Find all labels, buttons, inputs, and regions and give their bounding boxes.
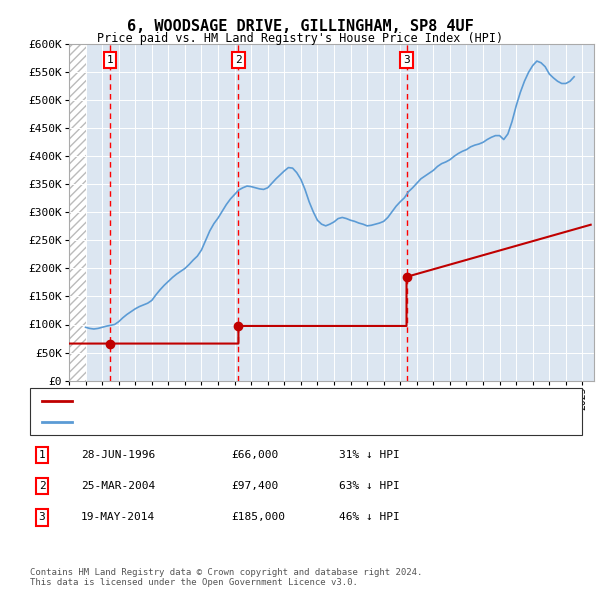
Text: 3: 3 bbox=[403, 55, 410, 65]
Text: 6, WOODSAGE DRIVE, GILLINGHAM, SP8 4UF (detached house): 6, WOODSAGE DRIVE, GILLINGHAM, SP8 4UF (… bbox=[78, 396, 449, 407]
Text: 1: 1 bbox=[107, 55, 113, 65]
Text: Contains HM Land Registry data © Crown copyright and database right 2024.: Contains HM Land Registry data © Crown c… bbox=[30, 568, 422, 577]
Text: 6, WOODSAGE DRIVE, GILLINGHAM, SP8 4UF: 6, WOODSAGE DRIVE, GILLINGHAM, SP8 4UF bbox=[127, 19, 473, 34]
Text: This data is licensed under the Open Government Licence v3.0.: This data is licensed under the Open Gov… bbox=[30, 578, 358, 587]
Text: 31% ↓ HPI: 31% ↓ HPI bbox=[339, 450, 400, 460]
Text: 1: 1 bbox=[38, 450, 46, 460]
Text: 2: 2 bbox=[38, 481, 46, 491]
Text: 25-MAR-2004: 25-MAR-2004 bbox=[81, 481, 155, 491]
Text: £66,000: £66,000 bbox=[231, 450, 278, 460]
Text: 19-MAY-2014: 19-MAY-2014 bbox=[81, 513, 155, 522]
Text: 28-JUN-1996: 28-JUN-1996 bbox=[81, 450, 155, 460]
Text: 2: 2 bbox=[235, 55, 242, 65]
Text: £97,400: £97,400 bbox=[231, 481, 278, 491]
Text: HPI: Average price, detached house, Dorset: HPI: Average price, detached house, Dors… bbox=[78, 417, 361, 427]
Text: 63% ↓ HPI: 63% ↓ HPI bbox=[339, 481, 400, 491]
Text: £185,000: £185,000 bbox=[231, 513, 285, 522]
Text: 46% ↓ HPI: 46% ↓ HPI bbox=[339, 513, 400, 522]
Text: Price paid vs. HM Land Registry's House Price Index (HPI): Price paid vs. HM Land Registry's House … bbox=[97, 32, 503, 45]
Text: 3: 3 bbox=[38, 513, 46, 522]
